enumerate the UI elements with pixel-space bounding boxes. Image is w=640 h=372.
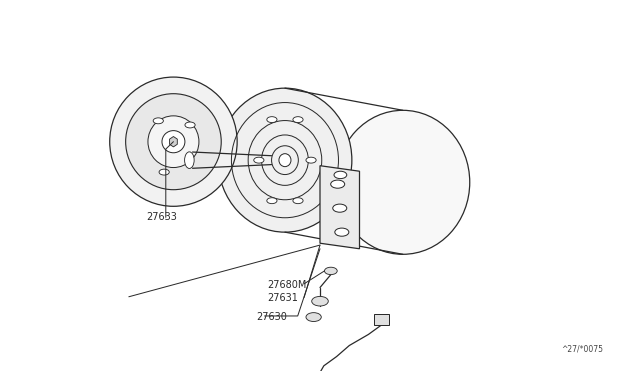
Ellipse shape: [336, 110, 470, 254]
Circle shape: [324, 267, 337, 275]
Ellipse shape: [279, 154, 291, 167]
Text: 27631: 27631: [268, 292, 299, 302]
Text: 27630: 27630: [256, 312, 287, 322]
Circle shape: [267, 117, 277, 123]
Circle shape: [331, 180, 345, 188]
FancyBboxPatch shape: [374, 314, 389, 325]
Circle shape: [335, 228, 349, 236]
Ellipse shape: [148, 116, 199, 167]
Text: ^27/*0075: ^27/*0075: [561, 345, 604, 354]
Circle shape: [333, 204, 347, 212]
Circle shape: [185, 122, 195, 128]
Circle shape: [334, 171, 347, 179]
Polygon shape: [170, 137, 177, 147]
Ellipse shape: [125, 94, 221, 190]
Ellipse shape: [184, 152, 194, 169]
Circle shape: [293, 117, 303, 123]
Ellipse shape: [218, 88, 352, 232]
Text: 27680M: 27680M: [268, 280, 307, 290]
Ellipse shape: [109, 77, 237, 206]
Polygon shape: [320, 166, 360, 249]
Circle shape: [312, 296, 328, 306]
Circle shape: [306, 157, 316, 163]
Circle shape: [293, 198, 303, 203]
Circle shape: [267, 198, 277, 203]
Text: 27633: 27633: [147, 212, 177, 222]
Circle shape: [306, 312, 321, 321]
Circle shape: [159, 169, 169, 175]
Ellipse shape: [162, 131, 185, 153]
Circle shape: [153, 118, 163, 124]
Circle shape: [254, 157, 264, 163]
